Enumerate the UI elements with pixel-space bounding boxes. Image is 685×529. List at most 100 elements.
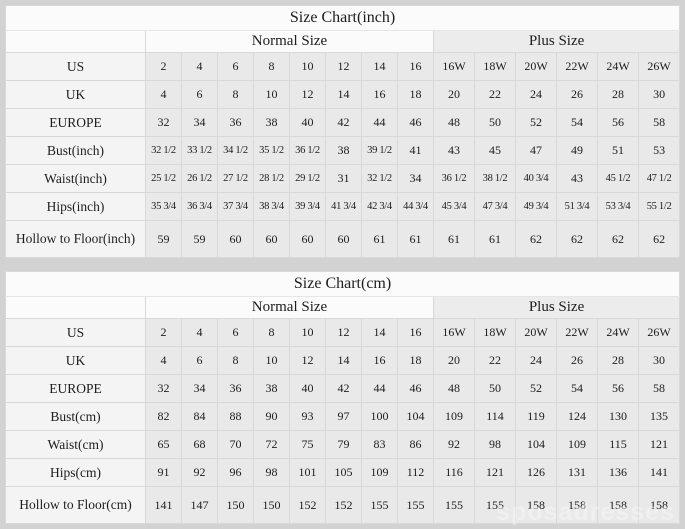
- size-cell: 49: [556, 136, 598, 165]
- row-label: Waist(inch): [5, 164, 146, 193]
- size-cell: 92: [181, 458, 218, 487]
- size-cell: 104: [515, 430, 557, 459]
- size-cell: 32: [145, 108, 182, 137]
- size-cell: 116: [433, 458, 475, 487]
- size-cell: 20W: [515, 318, 557, 347]
- size-cell: 53 3/4: [597, 192, 639, 221]
- chart-title: Size Chart(inch): [4, 5, 681, 31]
- size-cell: 26W: [637, 318, 681, 347]
- size-cell: 62: [597, 220, 639, 258]
- row-label: Hips(cm): [5, 458, 146, 487]
- size-cell: 119: [515, 402, 557, 431]
- size-cell: 43: [556, 164, 598, 193]
- size-cell: 104: [397, 402, 434, 431]
- size-cell: 130: [597, 402, 639, 431]
- size-cell: 26: [556, 80, 598, 109]
- size-cell: 40: [289, 108, 326, 137]
- size-cell: 28: [597, 80, 639, 109]
- size-cell: 44: [361, 108, 398, 137]
- size-cell: 83: [361, 430, 398, 459]
- size-cell: 55 1/2: [637, 192, 681, 221]
- size-cell: 158: [515, 486, 557, 524]
- size-cell: 155: [397, 486, 434, 524]
- row-label: Waist(cm): [5, 430, 146, 459]
- size-cell: 30: [637, 80, 681, 109]
- size-cell: 126: [515, 458, 557, 487]
- size-cell: 26: [556, 346, 598, 375]
- size-cell: 24: [515, 80, 557, 109]
- size-chart-inch-table: Size Chart(inch) Normal Size Plus Size US 2 4…: [4, 5, 681, 258]
- size-cell: 158: [637, 486, 681, 524]
- size-cell: 47 3/4: [474, 192, 516, 221]
- size-cell: 56: [597, 108, 639, 137]
- size-cell: 34 1/2: [217, 136, 254, 165]
- size-cell: 16: [361, 346, 398, 375]
- size-cell: 61: [397, 220, 434, 258]
- size-cell: 93: [289, 402, 326, 431]
- size-cell: 155: [361, 486, 398, 524]
- size-cell: 86: [397, 430, 434, 459]
- size-cell: 65: [145, 430, 182, 459]
- size-cell: 20: [433, 80, 475, 109]
- size-cell: 150: [217, 486, 254, 524]
- table-row: Hips(inch) 35 3/4 36 3/4 37 3/4 38 3/4 39 3/4…: [5, 192, 681, 221]
- size-cell: 84: [181, 402, 218, 431]
- size-cell: 39 3/4: [289, 192, 326, 221]
- size-cell: 36 1/2: [433, 164, 475, 193]
- size-cell: 60: [253, 220, 290, 258]
- size-cell: 27 1/2: [217, 164, 254, 193]
- size-cell: 61: [474, 220, 516, 258]
- size-cell: 14: [361, 52, 398, 81]
- size-cell: 8: [217, 80, 254, 109]
- size-cell: 4: [181, 318, 218, 347]
- size-cell: 18W: [474, 52, 516, 81]
- size-cell: 10: [253, 346, 290, 375]
- table-row: EUROPE 32 34 36 38 40 42 44 46 48 50 52 54 56 58: [5, 374, 681, 403]
- size-cell: 26 1/2: [181, 164, 218, 193]
- size-cell: 34: [181, 374, 218, 403]
- size-cell: 52: [515, 374, 557, 403]
- table-row: UK 4 6 8 10 12 14 16 18 20 22 24 26 28 30: [5, 80, 681, 109]
- size-cell: 16: [361, 80, 398, 109]
- size-cell: 29 1/2: [289, 164, 326, 193]
- size-cell: 12: [325, 52, 362, 81]
- size-cell: 53: [637, 136, 681, 165]
- size-cell: 155: [474, 486, 516, 524]
- table-row: UK 4 6 8 10 12 14 16 18 20 22 24 26 28 30: [5, 346, 681, 375]
- size-cell: 26W: [637, 52, 681, 81]
- size-cell: 70: [217, 430, 254, 459]
- size-cell: 135: [637, 402, 681, 431]
- size-cell: 32: [145, 374, 182, 403]
- size-cell: 48: [433, 108, 475, 137]
- row-label: Bust(inch): [5, 136, 146, 165]
- size-cell: 6: [217, 318, 254, 347]
- size-cell: 109: [361, 458, 398, 487]
- row-label: Hips(inch): [5, 192, 146, 221]
- size-cell: 97: [325, 402, 362, 431]
- row-label: UK: [5, 80, 146, 109]
- size-cell: 48: [433, 374, 475, 403]
- size-cell: 16W: [433, 52, 475, 81]
- size-cell: 98: [253, 458, 290, 487]
- size-cell: 155: [433, 486, 475, 524]
- size-cell: 114: [474, 402, 516, 431]
- size-cell: 28 1/2: [253, 164, 290, 193]
- row-label: Hollow to Floor(inch): [5, 220, 146, 258]
- size-cell: 12: [289, 80, 326, 109]
- size-cell: 16: [397, 318, 434, 347]
- size-cell: 54: [556, 108, 598, 137]
- size-cell: 68: [181, 430, 218, 459]
- table-row: US 2 4 6 8 10 12 14 16 16W 18W 20W 22W 24W 26W: [5, 318, 681, 347]
- size-cell: 42 3/4: [361, 192, 398, 221]
- size-cell: 61: [433, 220, 475, 258]
- size-cell: 18W: [474, 318, 516, 347]
- size-cell: 105: [325, 458, 362, 487]
- plus-size-header: Plus Size: [432, 296, 681, 319]
- size-cell: 96: [217, 458, 254, 487]
- size-cell: 16W: [433, 318, 475, 347]
- size-cell: 24W: [597, 318, 639, 347]
- size-cell: 52: [515, 108, 557, 137]
- corner-cell: [5, 30, 146, 53]
- size-chart-cm-table: Size Chart(cm) Normal Size Plus Size US 2 4 6 8…: [4, 271, 681, 524]
- chart-title-row: Size Chart(inch): [4, 5, 681, 31]
